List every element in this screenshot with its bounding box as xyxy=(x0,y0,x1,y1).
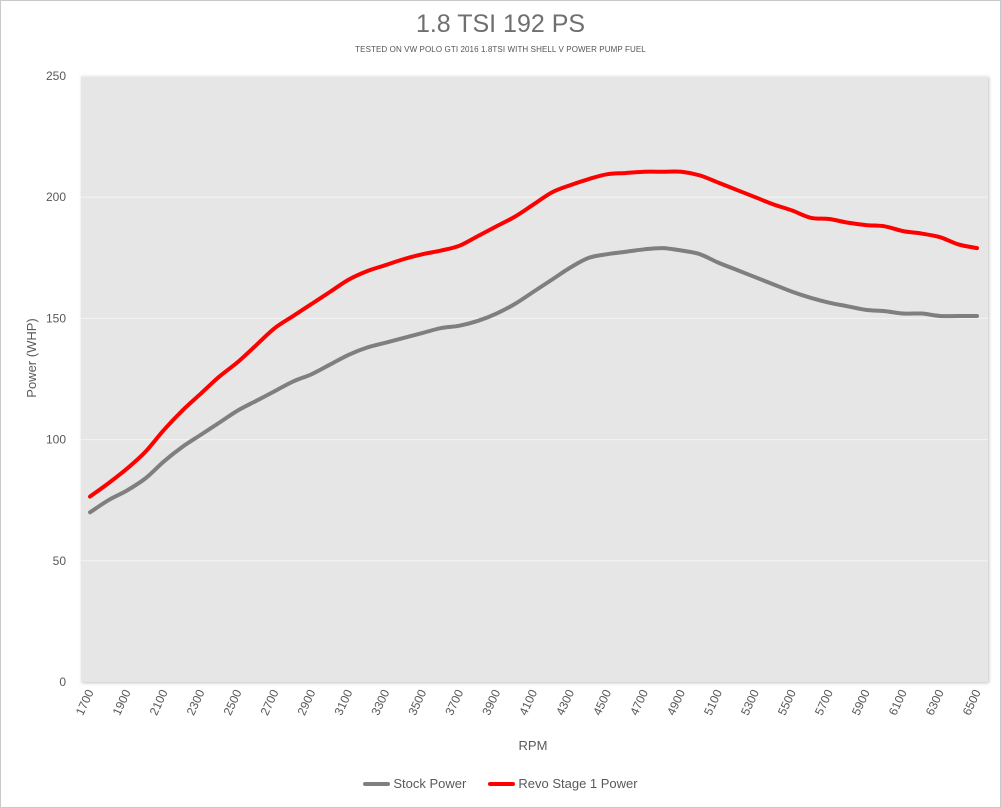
x-tick-label: 1700 xyxy=(73,687,97,717)
chart-subtitle: TESTED ON VW POLO GTI 2016 1.8TSI WITH S… xyxy=(355,45,646,54)
y-tick-label: 50 xyxy=(53,554,67,568)
x-tick-label: 3300 xyxy=(368,687,392,717)
y-tick-labels: 0 50 100 150 200 250 xyxy=(46,69,66,689)
x-tick-label: 5900 xyxy=(849,687,873,717)
legend-swatch-stock xyxy=(363,781,391,786)
legend-item-stock[interactable]: Stock Power xyxy=(363,776,466,791)
y-tick-label: 150 xyxy=(46,311,66,325)
x-tick-label: 6500 xyxy=(960,687,984,717)
x-tick-label: 5100 xyxy=(701,687,725,717)
x-tick-label: 2700 xyxy=(258,687,282,717)
x-tick-label: 6100 xyxy=(886,687,910,717)
x-tick-label: 3100 xyxy=(331,687,355,717)
x-tick-label: 2500 xyxy=(221,687,245,717)
chart-legend: Stock Power Revo Stage 1 Power xyxy=(0,776,1001,791)
x-tick-label: 1900 xyxy=(110,687,134,717)
series-lines xyxy=(88,169,979,515)
grid-lines xyxy=(81,75,988,562)
x-tick-label: 6300 xyxy=(923,687,947,717)
plot-area xyxy=(81,76,988,682)
x-axis-title: RPM xyxy=(519,738,548,753)
legend-label-stock: Stock Power xyxy=(393,776,467,791)
y-tick-label: 200 xyxy=(46,190,66,204)
x-tick-label: 2100 xyxy=(147,687,171,717)
x-tick-label: 4100 xyxy=(516,687,540,717)
x-tick-label: 4700 xyxy=(627,687,651,717)
x-tick-label: 3700 xyxy=(442,687,466,717)
x-tick-label: 3900 xyxy=(479,687,503,717)
x-tick-label: 5700 xyxy=(812,687,836,717)
legend-item-revo[interactable]: Revo Stage 1 Power xyxy=(488,776,638,791)
y-axis-title: Power (WHP) xyxy=(24,318,39,397)
legend-swatch-revo xyxy=(488,781,516,786)
y-tick-label: 0 xyxy=(59,675,66,689)
chart-title: 1.8 TSI 192 PS xyxy=(415,10,586,38)
series-line-stock xyxy=(88,246,979,515)
x-tick-label: 4300 xyxy=(553,687,577,717)
x-tick-label: 2900 xyxy=(294,687,318,717)
x-tick-label: 5500 xyxy=(775,687,799,717)
x-tick-labels: 1700 1900 2100 2300 2500 2700 2900 3100 3300 3500… xyxy=(73,687,984,717)
x-tick-label: 5300 xyxy=(738,687,762,717)
legend-label-revo: Revo Stage 1 Power xyxy=(518,776,638,791)
series-line-revo xyxy=(88,169,979,499)
y-tick-label: 250 xyxy=(46,69,66,83)
x-tick-label: 4500 xyxy=(590,687,614,717)
x-tick-label: 3500 xyxy=(405,687,429,717)
x-tick-label: 4900 xyxy=(664,687,688,717)
y-tick-label: 100 xyxy=(46,433,66,447)
x-tick-label: 2300 xyxy=(184,687,208,717)
